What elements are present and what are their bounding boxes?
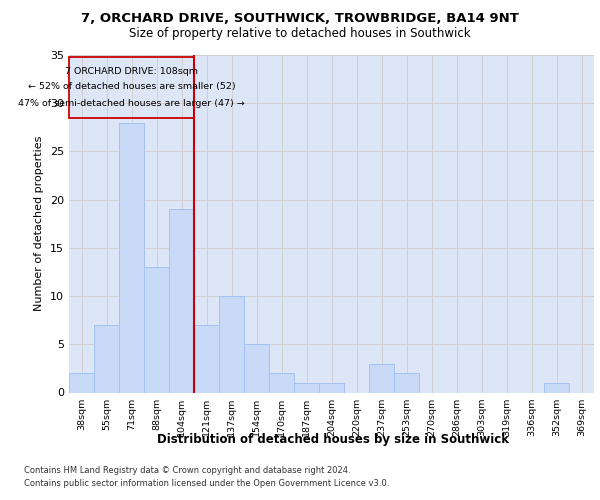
- Text: 47% of semi-detached houses are larger (47) →: 47% of semi-detached houses are larger (…: [18, 98, 245, 108]
- Text: 7, ORCHARD DRIVE, SOUTHWICK, TROWBRIDGE, BA14 9NT: 7, ORCHARD DRIVE, SOUTHWICK, TROWBRIDGE,…: [81, 12, 519, 26]
- Bar: [219, 296, 244, 392]
- Bar: [169, 210, 194, 392]
- Bar: [244, 344, 269, 393]
- Text: 7 ORCHARD DRIVE: 108sqm: 7 ORCHARD DRIVE: 108sqm: [65, 67, 198, 76]
- Bar: [544, 383, 569, 392]
- Bar: [119, 122, 144, 392]
- Text: Contains HM Land Registry data © Crown copyright and database right 2024.: Contains HM Land Registry data © Crown c…: [24, 466, 350, 475]
- Bar: [69, 373, 94, 392]
- Text: ← 52% of detached houses are smaller (52): ← 52% of detached houses are smaller (52…: [28, 82, 235, 92]
- Bar: [194, 325, 219, 392]
- Bar: [69, 57, 194, 118]
- Y-axis label: Number of detached properties: Number of detached properties: [34, 136, 44, 312]
- Text: Distribution of detached houses by size in Southwick: Distribution of detached houses by size …: [157, 432, 509, 446]
- Bar: [319, 383, 344, 392]
- Bar: [294, 383, 319, 392]
- Bar: [144, 267, 169, 392]
- Text: Contains public sector information licensed under the Open Government Licence v3: Contains public sector information licen…: [24, 479, 389, 488]
- Bar: [94, 325, 119, 392]
- Bar: [269, 373, 294, 392]
- Text: Size of property relative to detached houses in Southwick: Size of property relative to detached ho…: [129, 28, 471, 40]
- Bar: [394, 373, 419, 392]
- Bar: [369, 364, 394, 392]
